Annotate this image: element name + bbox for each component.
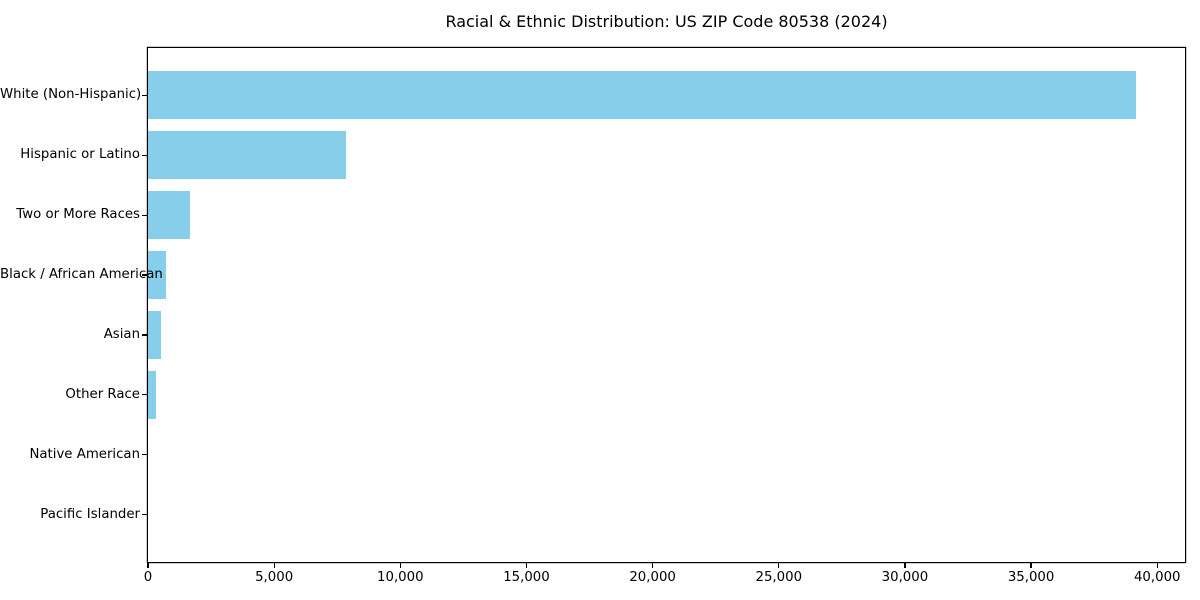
- y-axis-label-native-american: Native American: [29, 446, 140, 462]
- plot-area: [148, 48, 1185, 562]
- y-axis-label-hispanic-or-latino: Hispanic or Latino: [20, 147, 140, 163]
- x-tick-label: 10,000: [377, 570, 424, 585]
- x-tick-mark: [652, 563, 654, 569]
- x-tick-mark: [778, 563, 780, 569]
- x-tick-label: 25,000: [755, 570, 803, 585]
- bar-other-race: [148, 370, 156, 419]
- x-tick-label: 15,000: [503, 570, 550, 585]
- x-tick-mark: [525, 563, 528, 569]
- x-tick-mark: [399, 563, 401, 569]
- y-tick-mark: [142, 334, 147, 336]
- y-tick-mark: [142, 94, 147, 96]
- bar-asian: [148, 310, 162, 359]
- x-tick-label: 35,000: [1007, 570, 1055, 585]
- bar-white-non-hispanic: [148, 71, 1136, 120]
- y-axis-label-asian: Asian: [103, 326, 140, 342]
- y-tick-mark: [142, 154, 147, 156]
- x-tick-mark: [1156, 563, 1158, 569]
- x-tick-label: 20,000: [629, 570, 676, 585]
- y-tick-mark: [142, 454, 147, 456]
- y-tick-mark: [142, 394, 147, 396]
- y-axis-label-other-race: Other Race: [65, 386, 140, 402]
- y-axis-label-black-african-american: Black / African American: [0, 267, 163, 283]
- bar-two-or-more-races: [148, 191, 190, 240]
- x-tick-mark: [273, 563, 275, 569]
- chart-title: Racial & Ethnic Distribution: US ZIP Cod…: [445, 12, 888, 31]
- y-axis-label-pacific-islander: Pacific Islander: [40, 506, 140, 522]
- bar-hispanic-or-latino: [148, 131, 346, 180]
- x-tick-mark: [904, 563, 906, 569]
- y-axis-label-white-non-hispanic: White (Non-Hispanic): [0, 87, 142, 103]
- x-tick-mark: [147, 563, 149, 569]
- x-tick-label: 40,000: [1133, 570, 1181, 585]
- x-tick-label: 0: [143, 570, 153, 585]
- y-tick-mark: [142, 274, 147, 276]
- x-tick-label: 5,000: [255, 570, 294, 585]
- x-tick-mark: [1030, 563, 1032, 569]
- y-tick-mark: [142, 214, 147, 216]
- y-axis-label-two-or-more-races: Two or More Races: [16, 207, 140, 223]
- y-tick-mark: [142, 514, 147, 516]
- bar-black-african-american: [148, 251, 166, 299]
- x-tick-label: 30,000: [881, 570, 929, 585]
